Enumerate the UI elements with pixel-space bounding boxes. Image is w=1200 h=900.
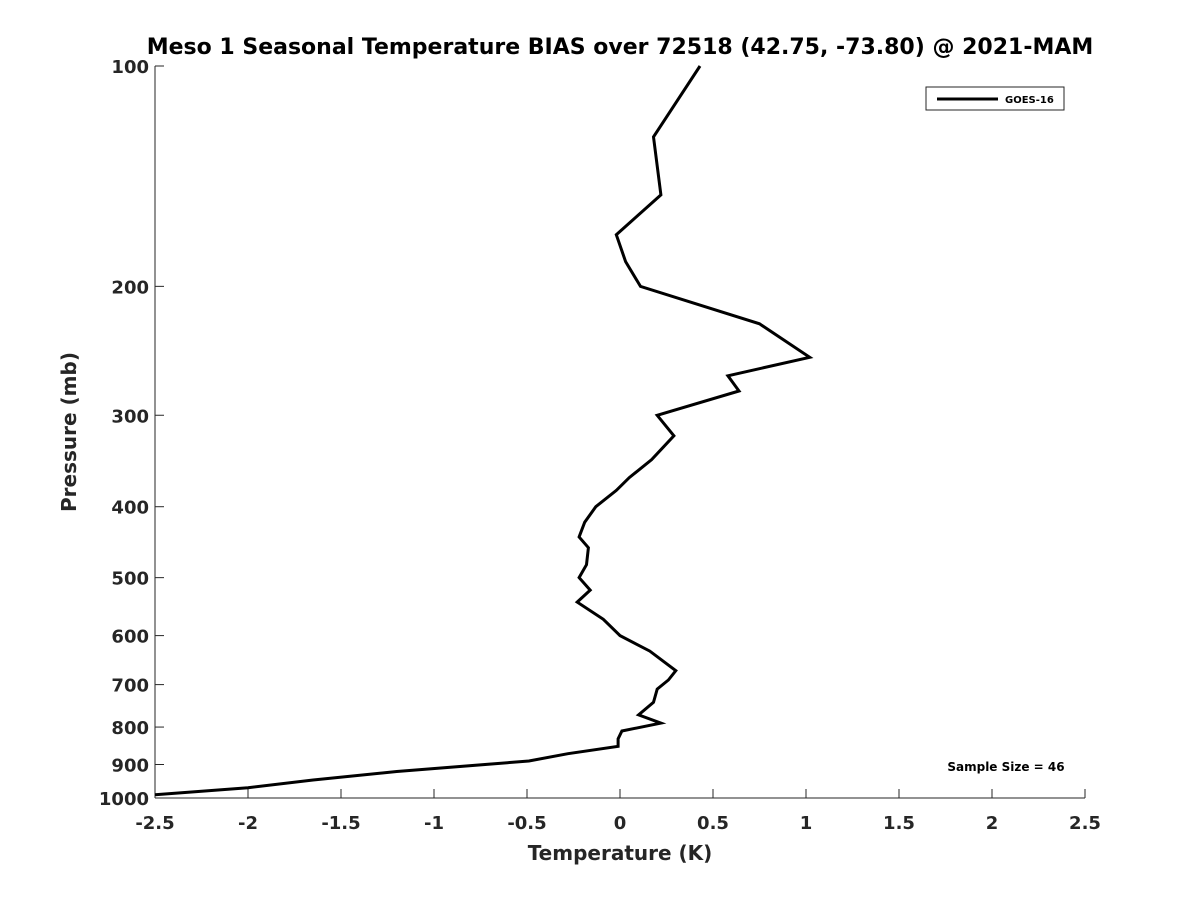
y-tick-label: 500 bbox=[111, 569, 149, 590]
chart-title: Meso 1 Seasonal Temperature BIAS over 72… bbox=[147, 35, 1094, 60]
y-tick-label: 200 bbox=[111, 277, 149, 298]
x-tick-label: -2.5 bbox=[135, 813, 174, 834]
y-tick-label: 300 bbox=[111, 406, 149, 427]
y-tick-label: 1000 bbox=[99, 789, 149, 810]
x-tick-label: 0 bbox=[614, 813, 627, 834]
x-tick-label: 2 bbox=[986, 813, 999, 834]
y-tick-label: 600 bbox=[111, 627, 149, 648]
x-tick-label: 2.5 bbox=[1069, 813, 1101, 834]
y-tick-label: 900 bbox=[111, 756, 149, 777]
x-tick-label: 1 bbox=[800, 813, 813, 834]
y-tick-label: 800 bbox=[111, 718, 149, 739]
x-axis-label: Temperature (K) bbox=[528, 841, 713, 865]
ticks: -2.5 -2 -1.5 -1 -0.5 0 0.5 1 1.5 2 2.5 100 200 300 400… bbox=[99, 57, 1101, 834]
x-tick-label: 1.5 bbox=[883, 813, 915, 834]
y-axis-label: Pressure (mb) bbox=[57, 352, 81, 512]
x-tick-label: -2 bbox=[238, 813, 258, 834]
x-tick-label: -0.5 bbox=[507, 813, 546, 834]
legend-label: GOES-16 bbox=[1005, 95, 1054, 106]
sample-size-annotation: Sample Size = 46 bbox=[947, 760, 1064, 774]
series-line-goes16 bbox=[154, 65, 814, 797]
legend: GOES-16 bbox=[925, 86, 1065, 111]
y-tick-label: 400 bbox=[111, 498, 149, 519]
y-tick-label: 700 bbox=[111, 676, 149, 697]
x-tick-label: -1.5 bbox=[321, 813, 360, 834]
x-tick-label: -1 bbox=[424, 813, 444, 834]
x-tick-label: 0.5 bbox=[697, 813, 729, 834]
y-tick-label: 100 bbox=[111, 57, 149, 78]
